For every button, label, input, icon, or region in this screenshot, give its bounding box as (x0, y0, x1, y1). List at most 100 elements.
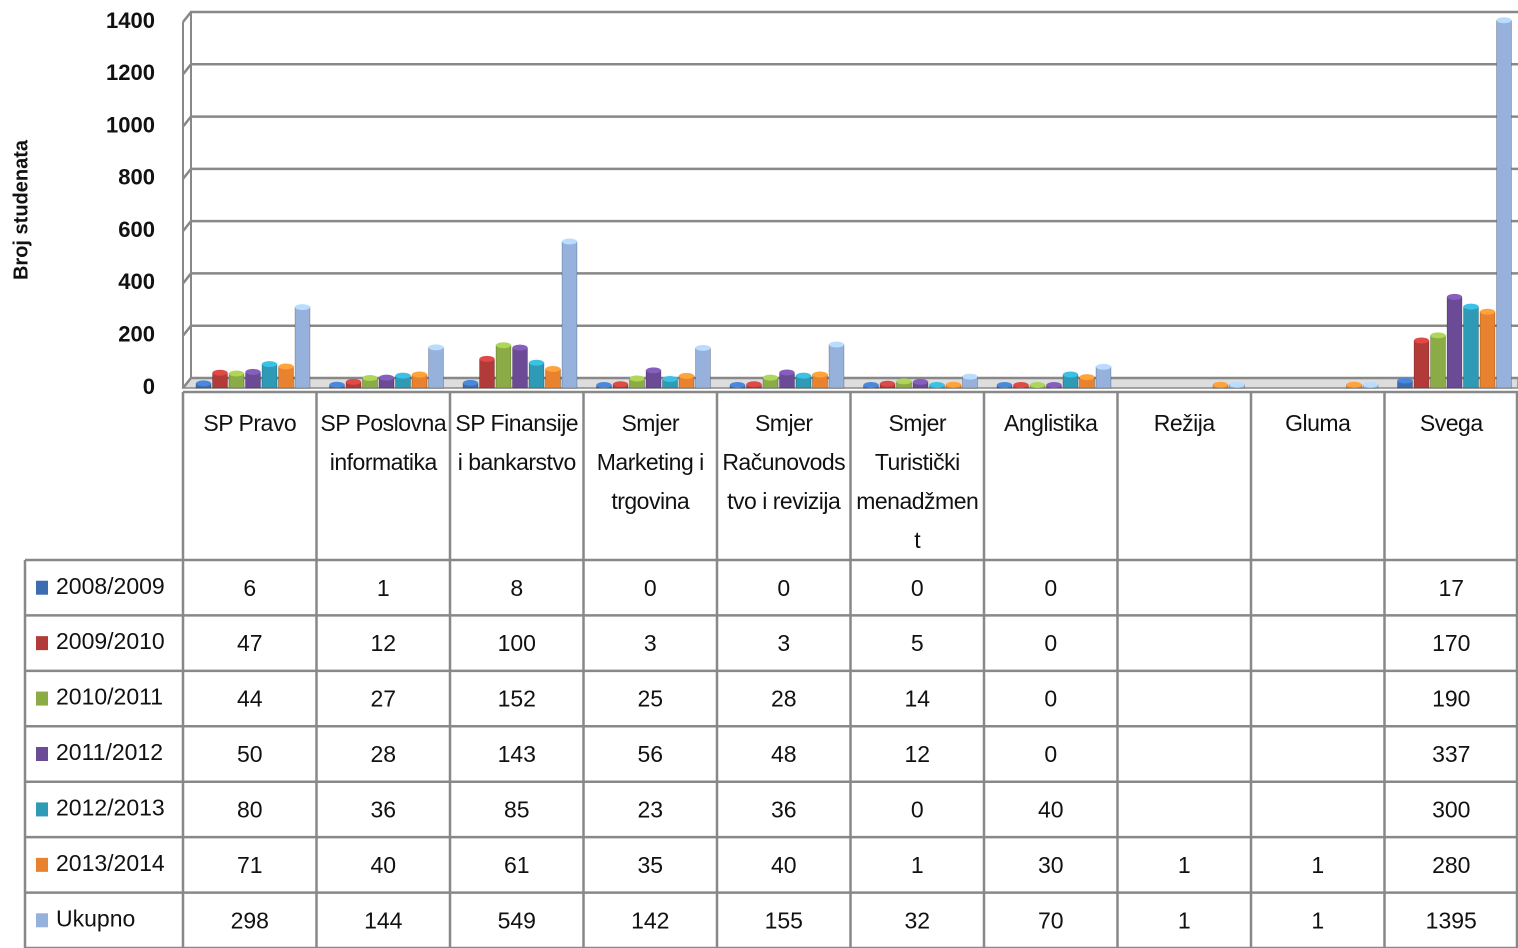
bar (762, 374, 779, 389)
table-value: 47 (237, 630, 263, 656)
y-tick-label: 800 (118, 165, 155, 190)
bar (729, 382, 746, 389)
bar (879, 380, 896, 389)
bar-face (262, 361, 277, 368)
bar (1496, 17, 1512, 389)
grid-line (182, 63, 1518, 76)
bar-face (1496, 17, 1512, 24)
x-tick-label: SP Finansije i bankarstvo (455, 410, 579, 475)
bar-face (679, 372, 694, 379)
table-value: 280 (1432, 852, 1470, 878)
legend-label: 2011/2012 (56, 739, 163, 765)
table-value: 300 (1432, 797, 1470, 823)
bar-face (829, 341, 844, 348)
table-value: 36 (771, 797, 797, 823)
bar-face (479, 355, 495, 362)
bar (678, 372, 695, 389)
table-value: 142 (631, 907, 669, 933)
table-value: 0 (911, 797, 924, 823)
bar-face (763, 374, 778, 381)
bar-face (1447, 293, 1462, 300)
bar (1397, 377, 1413, 389)
bar-face (1413, 340, 1430, 389)
bar-face (362, 374, 378, 381)
bar (1463, 303, 1479, 389)
table-value: 36 (370, 797, 396, 823)
bar (1029, 382, 1046, 389)
bar (896, 378, 912, 389)
grid-line (182, 167, 1518, 180)
bar-face (613, 381, 628, 388)
table-value: 12 (904, 741, 930, 767)
x-tick-label: Gluma (1285, 410, 1351, 436)
table-value: 1395 (1426, 907, 1477, 933)
x-tick-label: SP Pravo (203, 410, 297, 436)
bar-face (1479, 311, 1496, 389)
bar-face (229, 370, 244, 377)
table-value: 0 (1044, 686, 1057, 712)
bar-face (1430, 334, 1446, 389)
bar-face (1046, 382, 1062, 388)
bar-face (1363, 381, 1378, 388)
table-value: 28 (370, 741, 396, 767)
table-value: 44 (237, 686, 263, 712)
bar-face (796, 372, 811, 379)
bar (329, 381, 345, 389)
bar (345, 378, 362, 389)
bar-face (278, 363, 294, 370)
table-value: 48 (771, 741, 797, 767)
table-value: 56 (637, 741, 663, 767)
bar (362, 374, 378, 389)
bar-face (245, 368, 261, 375)
bar (1446, 293, 1463, 389)
table-value: 35 (637, 852, 663, 878)
table-value: 25 (637, 686, 663, 712)
bar-face (730, 382, 745, 388)
bar (596, 382, 612, 389)
bar-face (1463, 303, 1479, 310)
bar (1013, 382, 1029, 389)
bar (428, 344, 444, 389)
bar-face (695, 347, 711, 389)
x-tick-label: Smjer Turistički menadžment (856, 410, 979, 553)
bar-face (512, 344, 528, 351)
bar-face (1063, 371, 1078, 378)
table-value: 100 (498, 630, 536, 656)
bar-face (512, 347, 528, 389)
bar-face (346, 378, 361, 385)
table-value: 85 (504, 797, 530, 823)
bar (512, 344, 528, 389)
grid-line (182, 272, 1518, 285)
legend-label: Ukupno (56, 905, 135, 931)
table-value: 40 (771, 852, 797, 878)
bar (812, 371, 828, 389)
x-tick-label: Smjer Marketing i trgovina (596, 410, 704, 514)
bar-face (495, 344, 512, 389)
bar-face (212, 369, 228, 376)
table-value: 152 (498, 686, 536, 712)
bar-face (1397, 377, 1413, 384)
y-tick-label: 1200 (106, 60, 155, 85)
table-value: 17 (1438, 575, 1464, 601)
bar-face (196, 380, 211, 387)
table-value: 1 (1311, 907, 1324, 933)
x-tick-label: Režija (1153, 410, 1215, 436)
bar-face (1480, 308, 1495, 315)
bar (228, 370, 245, 389)
bar-face (662, 375, 678, 382)
bar-face (1079, 374, 1095, 381)
legend-label: 2013/2014 (56, 850, 165, 876)
bar-face (496, 342, 511, 349)
bar-face (329, 381, 345, 388)
bar-face (529, 359, 544, 366)
table-value: 0 (911, 575, 924, 601)
legend-swatch (36, 857, 48, 872)
bar-face (295, 304, 310, 311)
table-value: 3 (777, 630, 790, 656)
table-value: 32 (904, 907, 930, 933)
bar (1046, 382, 1062, 389)
bar-face (863, 382, 879, 388)
table-value: 0 (1044, 575, 1057, 601)
table-value: 5 (911, 630, 924, 656)
